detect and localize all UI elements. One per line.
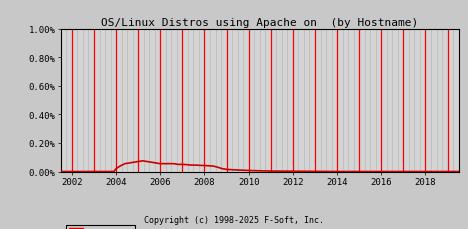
Title: OS/Linux Distros using Apache on  (by Hostname): OS/Linux Distros using Apache on (by Hos… (101, 18, 418, 28)
Legend: OpenPKG: OpenPKG (66, 225, 135, 229)
Text: Copyright (c) 1998-2025 F-Soft, Inc.: Copyright (c) 1998-2025 F-Soft, Inc. (144, 215, 324, 224)
